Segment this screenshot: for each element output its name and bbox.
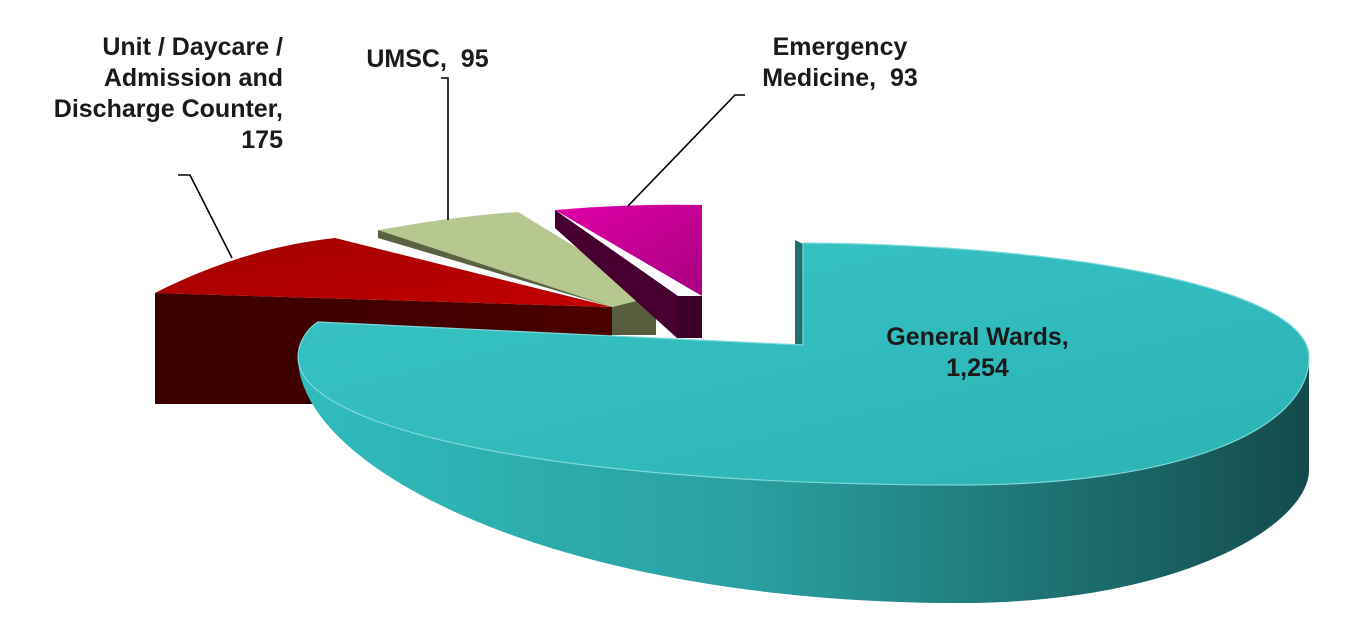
slice-emergency-top: [555, 204, 702, 296]
data-label-umsc: UMSC, 95: [366, 45, 489, 73]
pie-slice-umsc: [378, 212, 656, 335]
leader-line-unit-daycare: [178, 174, 233, 259]
leader-line-emergency: [627, 94, 745, 207]
data-label-unit-daycare: Unit / Daycare / Admission and Discharge…: [53, 33, 283, 154]
slice-emergency-side: [555, 210, 700, 338]
data-label-general-wards: General Wards, 1,254: [886, 323, 1069, 382]
slice-emergency-front: [677, 296, 702, 338]
pie-slice-emergency-medicine: [555, 204, 702, 338]
slice-general-wards-inner: [795, 240, 803, 345]
data-label-emergency-medicine: Emergency Medicine, 93: [762, 33, 918, 92]
slice-umsc-top: [378, 212, 656, 307]
slice-unit-daycare-top: [155, 238, 612, 307]
leader-line-umsc: [441, 77, 449, 220]
pie-slice-general-wards: [297, 240, 1310, 603]
slice-general-wards-top: [297, 242, 1310, 486]
